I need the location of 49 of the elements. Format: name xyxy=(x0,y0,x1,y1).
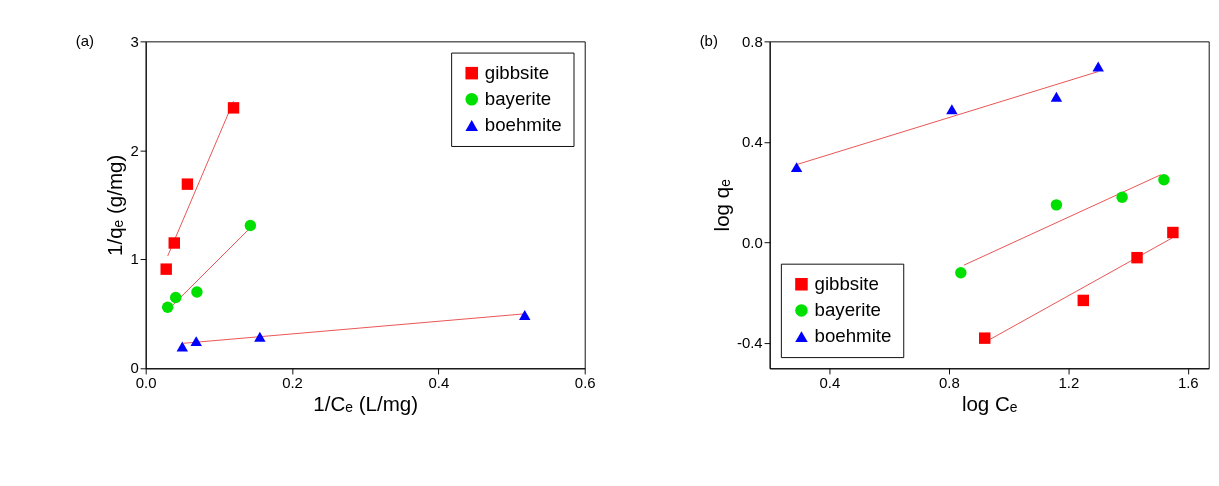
x-tick-label: 0.4 xyxy=(819,374,841,392)
y-tick-label: 0.4 xyxy=(741,133,763,151)
point xyxy=(1077,294,1090,307)
x-tick-label: 0.6 xyxy=(574,374,596,392)
y-tick-label: 0 xyxy=(130,359,139,377)
y-tick-label: 0.8 xyxy=(741,32,763,50)
point xyxy=(168,237,180,249)
x-axis-title: 1/Cₑ (L/mg) xyxy=(313,391,419,415)
y-tick-label: 2 xyxy=(130,141,139,159)
point xyxy=(170,291,182,304)
legend-label: gibbsite xyxy=(814,272,879,294)
legend-label: bayerite xyxy=(484,87,552,109)
y-axis-title: log qₑ xyxy=(709,178,733,232)
legend-label: boehmite xyxy=(484,114,562,136)
point xyxy=(227,102,240,114)
point xyxy=(1116,191,1128,204)
point xyxy=(190,336,202,347)
point xyxy=(254,331,266,342)
y-tick-label: 3 xyxy=(130,32,139,50)
x-tick-label: 1.6 xyxy=(1177,374,1199,392)
point xyxy=(160,263,172,275)
point xyxy=(979,332,991,344)
legend-label: gibbsite xyxy=(484,61,550,83)
point xyxy=(161,301,174,314)
x-tick-label: 1.2 xyxy=(1058,374,1080,392)
point xyxy=(946,104,958,115)
x-axis-title: log Cₑ xyxy=(961,391,1018,415)
legend-label: bayerite xyxy=(814,299,881,321)
x-tick-label: 0.2 xyxy=(282,374,303,392)
legend-label: boehmite xyxy=(814,325,892,347)
y-tick-label: 1 xyxy=(130,250,139,268)
x-tick-label: 0.8 xyxy=(938,374,960,392)
y-tick-label: -0.4 xyxy=(736,334,763,352)
point xyxy=(519,309,531,320)
point xyxy=(1131,251,1143,264)
point xyxy=(1167,226,1179,239)
point xyxy=(1050,199,1063,211)
y-tick-label: 0.0 xyxy=(741,233,763,251)
point xyxy=(1158,174,1170,186)
point xyxy=(244,219,257,232)
point xyxy=(191,286,203,298)
text: (a) xyxy=(75,32,94,50)
text: (b) xyxy=(699,32,718,50)
point xyxy=(955,267,967,279)
point xyxy=(181,178,194,190)
point xyxy=(790,162,803,173)
point xyxy=(1050,91,1063,102)
y-axis-title: 1/qₑ (g/mg) xyxy=(102,154,126,256)
x-tick-label: 0.4 xyxy=(428,374,450,392)
